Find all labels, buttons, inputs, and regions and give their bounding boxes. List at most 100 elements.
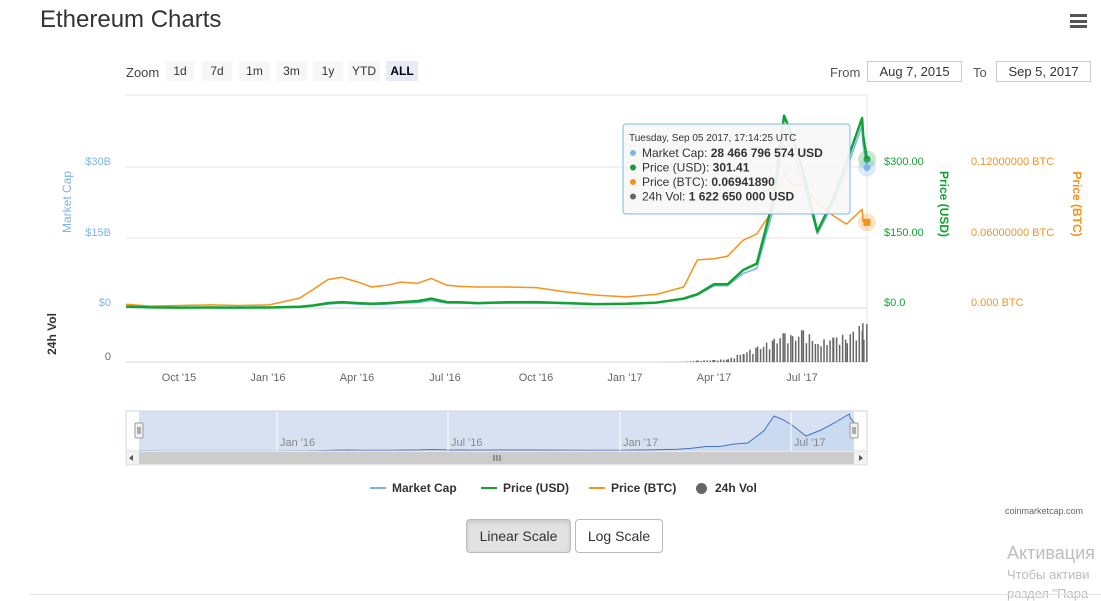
volume-bar xyxy=(726,360,728,362)
activation-watermark-title: Активация xyxy=(1007,543,1095,564)
volume-bar xyxy=(773,339,775,362)
volume-bar xyxy=(792,336,794,362)
legend-swatch-price-btc xyxy=(589,487,605,489)
volume-bar xyxy=(772,341,774,362)
volume-bar xyxy=(720,360,722,362)
volume-bar xyxy=(737,355,739,362)
volume-bar xyxy=(769,349,771,362)
price-chart[interactable]: $0$15B$30B$0.0$150.00$300.000.000 BTC0.0… xyxy=(0,0,1101,470)
navigator-left-handle[interactable] xyxy=(135,423,143,438)
x-tick-label: Apr '17 xyxy=(697,372,732,384)
x-tick-label: Apr '16 xyxy=(340,372,375,384)
navigator-tick-label: Jan '16 xyxy=(280,437,315,449)
volume-bar xyxy=(766,343,768,362)
volume-bar xyxy=(746,352,748,362)
volume-bar xyxy=(812,341,814,362)
tooltip-row: 24h Vol: 1 622 650 000 USD xyxy=(642,190,794,204)
volume-bar xyxy=(693,361,695,362)
volume-bar xyxy=(782,333,784,362)
volume-bar xyxy=(779,338,781,362)
volume-bar xyxy=(687,361,689,362)
volume-bar xyxy=(703,360,705,362)
y-tick-price-btc: 0.06000000 BTC xyxy=(971,227,1054,239)
chart-legend: Market Cap Price (USD) Price (BTC) 24h V… xyxy=(0,481,1101,499)
volume-bar xyxy=(820,346,822,362)
x-tick-label: Jul '17 xyxy=(786,372,817,384)
volume-bar xyxy=(866,324,868,362)
volume-bar xyxy=(728,359,730,362)
volume-bar xyxy=(853,332,855,362)
volume-bar xyxy=(795,341,797,362)
volume-bar xyxy=(763,347,765,362)
legend-item-market-cap[interactable]: Market Cap xyxy=(370,481,457,495)
volume-bar xyxy=(829,340,831,362)
tooltip-marker xyxy=(630,165,636,171)
tooltip-date: Tuesday, Sep 05 2017, 17:14:25 UTC xyxy=(629,133,796,144)
volume-bar xyxy=(817,344,819,362)
tooltip-row: Market Cap: 28 466 796 574 USD xyxy=(642,146,823,160)
navigator: Jan '16 Jul '16 Jan '17 Jul '17 xyxy=(126,411,867,465)
volume-bar xyxy=(845,340,847,362)
y-tick-price-btc: 0.12000000 BTC xyxy=(971,156,1054,168)
y-tick-price-usd: $300.00 xyxy=(884,156,924,168)
x-tick-label: Jan '16 xyxy=(250,372,285,384)
volume-bar xyxy=(709,361,711,362)
navigator-right-handle[interactable] xyxy=(850,423,858,438)
volume-bar xyxy=(809,334,811,362)
tooltip-row: Price (BTC): 0.06941890 xyxy=(642,175,775,189)
y-tick-volume: 0 xyxy=(105,351,111,363)
legend-item-price-usd[interactable]: Price (USD) xyxy=(481,481,569,495)
log-scale-button[interactable]: Log Scale xyxy=(575,519,663,553)
y-tick-market-cap: $0 xyxy=(99,297,111,309)
legend-swatch-market-cap xyxy=(370,487,386,489)
axis-labels: $0$15B$30B$0.0$150.00$300.000.000 BTC0.0… xyxy=(45,156,1084,384)
volume-bar xyxy=(803,330,805,362)
volume-bar xyxy=(790,335,792,362)
x-tick-label: Jan '17 xyxy=(607,372,642,384)
legend-item-price-btc[interactable]: Price (BTC) xyxy=(589,481,676,495)
volume-bar xyxy=(717,361,719,362)
volume-bar xyxy=(839,345,841,362)
volume-bar xyxy=(712,360,714,362)
tooltip-row: Price (USD): 301.41 xyxy=(642,161,750,175)
navigator-tick-label: Jul '16 xyxy=(451,437,482,449)
volume-bar xyxy=(784,333,786,362)
volume-bar xyxy=(734,358,736,362)
x-tick-label: Jul '16 xyxy=(429,372,460,384)
tooltip-marker xyxy=(630,194,636,200)
volume-bar xyxy=(714,360,716,362)
volume-bar xyxy=(700,361,702,362)
hover-point-market-cap xyxy=(864,164,871,171)
chart-tooltip: Tuesday, Sep 05 2017, 17:14:25 UTC Market… xyxy=(623,124,850,214)
legend-label-market-cap: Market Cap xyxy=(392,481,457,495)
legend-item-24h-vol[interactable]: 24h Vol xyxy=(696,481,757,495)
volume-bar xyxy=(731,358,733,362)
y-tick-price-usd: $0.0 xyxy=(884,297,905,309)
legend-swatch-price-usd xyxy=(481,487,497,489)
y-tick-market-cap: $30B xyxy=(85,156,111,168)
navigator-tick-label: Jul '17 xyxy=(794,437,825,449)
volume-bar xyxy=(696,361,698,362)
hover-point-price-btc xyxy=(864,219,871,226)
volume-bar xyxy=(740,355,742,362)
volume-bar xyxy=(815,344,817,362)
volume-bar xyxy=(798,337,800,362)
navigator-tick-label: Jan '17 xyxy=(623,437,658,449)
volume-bar xyxy=(706,360,708,362)
volume-bar xyxy=(823,339,825,362)
volume-bar xyxy=(755,348,757,362)
y-axis-title-volume: 24h Vol xyxy=(45,313,59,355)
volume-bar xyxy=(697,361,699,362)
tooltip-marker xyxy=(630,179,636,185)
tooltip-marker xyxy=(630,150,636,156)
volume-series xyxy=(659,323,867,362)
volume-bar xyxy=(836,338,838,362)
linear-scale-button[interactable]: Linear Scale xyxy=(466,519,571,553)
volume-bar xyxy=(760,349,762,362)
y-tick-market-cap: $15B xyxy=(85,227,111,239)
volume-bar xyxy=(833,338,835,362)
credits-link[interactable]: coinmarketcap.com xyxy=(1005,506,1083,516)
y-tick-price-usd: $150.00 xyxy=(884,227,924,239)
volume-bar xyxy=(842,335,844,362)
volume-bar xyxy=(690,361,692,362)
